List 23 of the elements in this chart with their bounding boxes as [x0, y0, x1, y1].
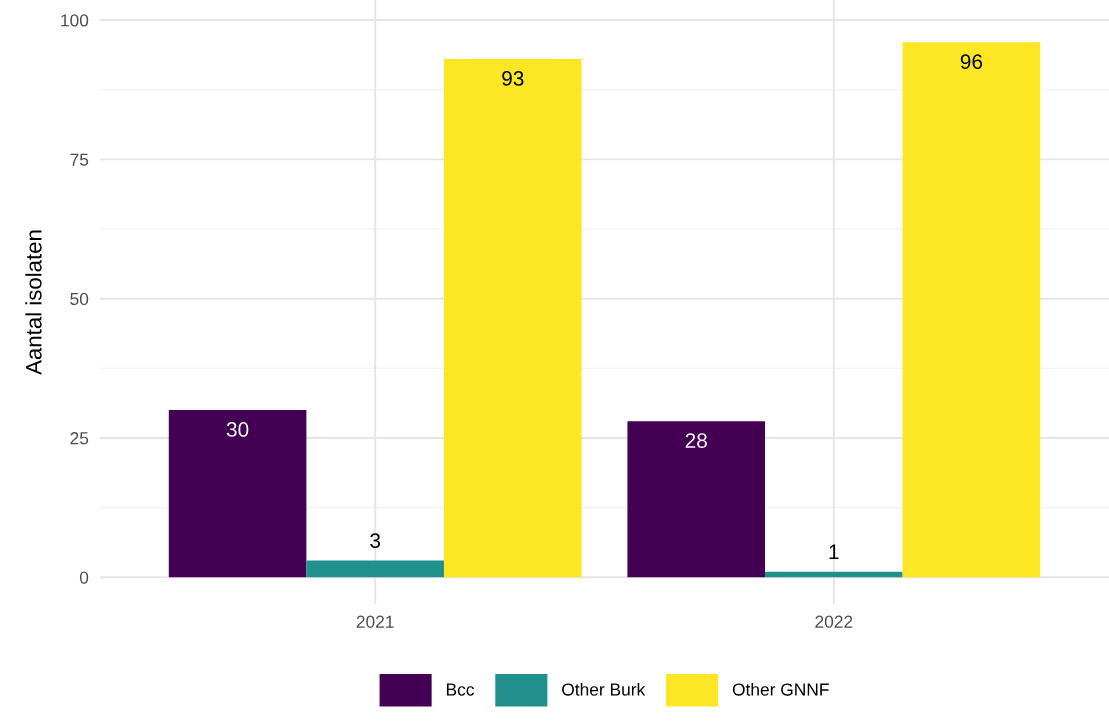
data-label: 30 [226, 422, 249, 437]
data-label: 1 [829, 544, 839, 559]
bar [627, 421, 766, 578]
data-label: 96 [960, 54, 983, 70]
x-tick-label: 2021 [356, 615, 394, 628]
bar [765, 571, 903, 578]
legend-label: Other Burk [562, 682, 646, 696]
bar [168, 410, 307, 578]
data-label: 93 [502, 71, 524, 86]
x-tick-label: 2022 [815, 615, 853, 628]
y-tick-label: 75 [70, 153, 89, 166]
y-tick-label: 100 [61, 14, 89, 27]
bar [306, 560, 444, 578]
legend-label: Other GNNF [732, 682, 829, 696]
bar [443, 59, 582, 578]
y-tick-label: 25 [70, 432, 89, 445]
data-label: 28 [685, 433, 707, 448]
legend-label: Bcc [446, 683, 475, 696]
y-tick-label: 0 [79, 571, 89, 584]
y-tick-label: 50 [70, 292, 89, 306]
y-axis-title: Aantal isolaten [25, 230, 42, 375]
data-label: 3 [370, 533, 381, 549]
bar [902, 42, 1041, 578]
